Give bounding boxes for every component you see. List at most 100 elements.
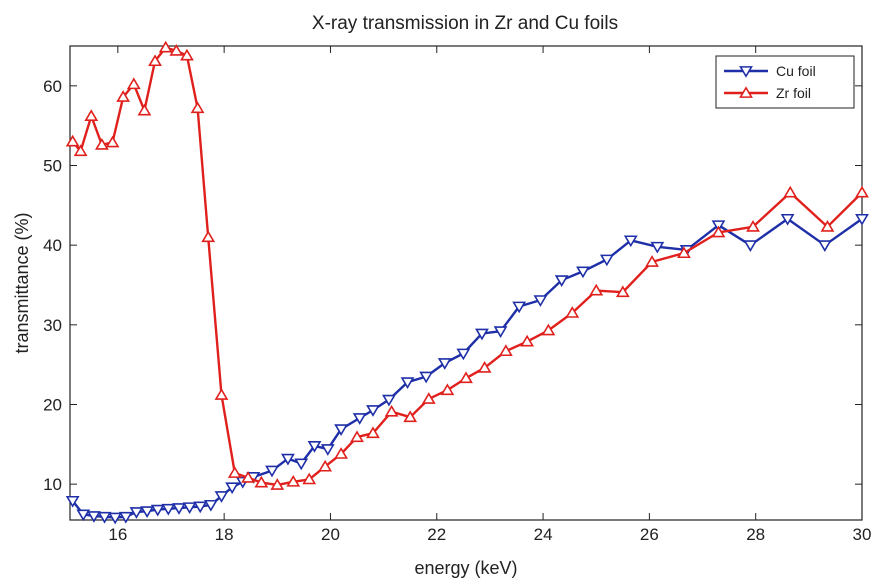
series-cu-foil (65, 213, 869, 525)
y-tick-label: 40 (43, 236, 62, 255)
data-point (65, 134, 80, 147)
data-point (520, 334, 535, 347)
data-point (645, 255, 659, 267)
y-tick-label: 50 (43, 156, 62, 175)
data-point (286, 474, 301, 487)
data-point (116, 90, 131, 102)
data-point (493, 326, 508, 338)
data-point (421, 392, 436, 404)
data-point (108, 512, 123, 525)
data-point (677, 246, 691, 259)
series-zr-foil (65, 40, 869, 490)
data-point (140, 506, 154, 519)
data-point (270, 478, 285, 490)
data-point (498, 344, 513, 357)
data-point (576, 266, 590, 279)
y-axis: 10 20 30 40 50 60 (43, 77, 862, 494)
legend-item-cu-foil: Cu foil (724, 63, 816, 79)
data-point (172, 503, 186, 515)
data-point (225, 482, 240, 495)
data-point (318, 459, 333, 472)
y-tick-label: 60 (43, 77, 62, 96)
data-point (459, 371, 473, 384)
data-point (214, 491, 229, 503)
data-point (352, 413, 367, 425)
y-tick-label: 10 (43, 475, 62, 494)
data-point (334, 424, 348, 436)
data-point (118, 511, 133, 524)
data-point (855, 213, 869, 226)
data-point (126, 77, 141, 90)
data-point (76, 509, 91, 522)
data-point (817, 240, 832, 252)
y-tick-label: 30 (43, 316, 62, 335)
data-point (241, 470, 255, 483)
data-point (190, 101, 205, 114)
data-point (169, 43, 184, 56)
data-point (384, 404, 399, 417)
chart-title: X-ray transmission in Zr and Cu foils (312, 13, 618, 34)
plot-area (69, 45, 863, 521)
x-tick-label: 16 (108, 525, 127, 544)
data-point (475, 328, 489, 341)
data-point (294, 458, 309, 471)
data-point (281, 453, 295, 466)
series-line-cu-foil (71, 217, 863, 519)
data-point (419, 371, 434, 384)
data-point (193, 501, 208, 514)
data-point (65, 495, 80, 508)
x-tick-label: 18 (215, 525, 234, 544)
data-point (94, 137, 109, 150)
data-point (254, 475, 269, 488)
data-point (382, 394, 396, 407)
legend-swatch-marker (739, 86, 753, 98)
legend-box (715, 55, 855, 109)
x-tick-label: 20 (321, 525, 340, 544)
data-point (334, 447, 348, 459)
data-point (403, 410, 418, 423)
data-point (554, 275, 569, 288)
data-point (105, 135, 120, 148)
data-point (203, 499, 218, 512)
data-point (456, 348, 471, 361)
x-tick-label: 24 (534, 525, 553, 544)
data-point (366, 405, 380, 417)
x-tick-label: 22 (427, 525, 446, 544)
legend: Cu foil Zr foil (715, 55, 855, 109)
legend-swatch-marker (739, 66, 753, 78)
data-point (73, 144, 88, 157)
data-point (158, 40, 173, 53)
data-point (161, 503, 176, 516)
data-point (599, 254, 614, 267)
data-point (512, 301, 527, 314)
data-point (855, 185, 869, 198)
x-axis-title: energy (keV) (414, 558, 517, 578)
data-point (820, 220, 835, 232)
data-point (201, 230, 216, 243)
data-point (623, 235, 638, 248)
data-point (650, 241, 665, 254)
data-point (477, 361, 492, 373)
data-point (320, 444, 335, 456)
data-point (227, 466, 242, 478)
y-axis-title: transmittance (%) (12, 212, 32, 353)
data-point (350, 430, 364, 443)
series-layer (65, 40, 869, 525)
data-point (182, 502, 197, 515)
data-point (589, 283, 604, 296)
data-point (214, 388, 229, 400)
y-tick-label: 20 (43, 395, 62, 414)
data-point (437, 358, 452, 370)
data-point (711, 225, 726, 238)
data-point (743, 240, 758, 252)
data-point (780, 213, 795, 226)
legend-item-zr-foil: Zr foil (724, 85, 811, 101)
data-point (84, 109, 99, 122)
data-point (307, 440, 322, 453)
data-point (129, 507, 144, 519)
data-point (541, 323, 556, 336)
x-tick-label: 30 (853, 525, 872, 544)
data-point (180, 48, 194, 61)
data-point (440, 383, 455, 396)
